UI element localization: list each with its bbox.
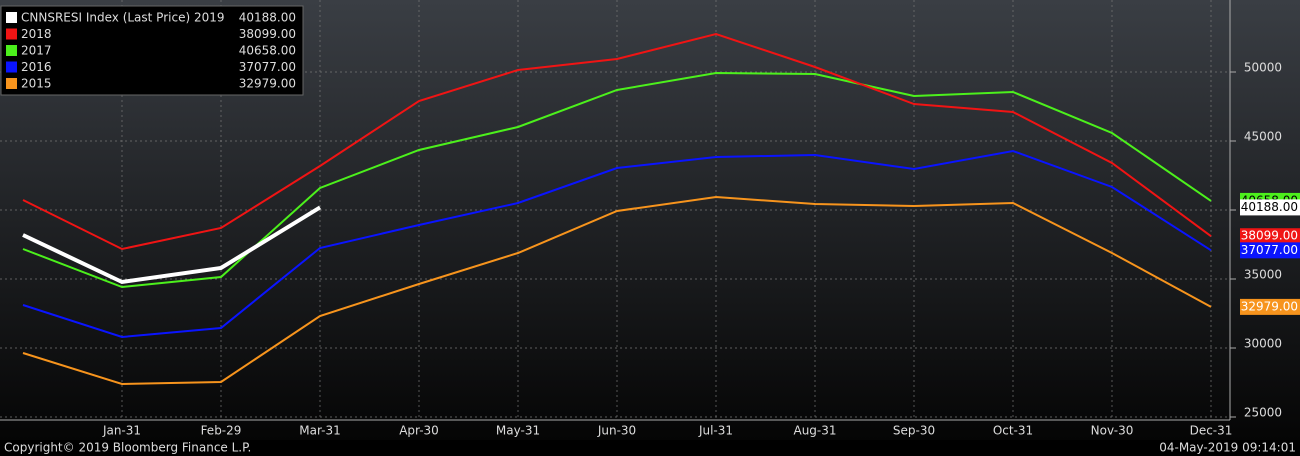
legend: CNNSRESI Index (Last Price) 2019 40188.00…	[0, 5, 304, 96]
value-tag	[1240, 228, 1300, 245]
legend-value: 37077.00	[239, 60, 296, 74]
y-tick-label: 25000	[1244, 406, 1282, 420]
series-line	[22, 32, 1212, 251]
x-tick-label: Apr-30	[399, 424, 439, 438]
legend-label: 2018	[21, 27, 52, 41]
value-tag-label: 37077.00	[1241, 243, 1298, 257]
x-tick-label: Jan-31	[102, 424, 141, 438]
footer-right: 04-May-2019 09:14:01	[1159, 441, 1296, 455]
y-tick-label: 30000	[1244, 337, 1282, 351]
series-line	[22, 205, 322, 285]
legend-swatch	[6, 28, 17, 40]
x-tick-label: Aug-31	[793, 424, 836, 438]
value-tag	[1240, 199, 1300, 216]
legend-value: 40188.00	[239, 11, 296, 25]
value-tag-label: 38099.00	[1241, 229, 1298, 243]
legend-value: 40658.00	[239, 44, 296, 58]
value-tag-label: 40188.00	[1241, 200, 1298, 214]
x-tick-label: Jul-31	[698, 424, 733, 438]
x-tick-label: Oct-31	[993, 424, 1033, 438]
legend-label: 2017	[21, 44, 52, 58]
series-line	[22, 71, 1212, 289]
x-tick-label: Dec-31	[1190, 424, 1233, 438]
y-tick-label: 45000	[1244, 130, 1282, 144]
legend-swatch	[6, 61, 17, 73]
x-tick-label: Feb-29	[201, 424, 242, 438]
x-tick-label: Sep-30	[893, 424, 935, 438]
legend-label: 2015	[21, 77, 52, 91]
legend-label: CNNSRESI Index (Last Price) 2019	[21, 11, 225, 25]
legend-label: 2016	[21, 60, 52, 74]
legend-swatch	[6, 12, 17, 23]
x-tick-label: Jun-30	[597, 424, 636, 438]
value-tag	[1240, 242, 1300, 259]
x-tick-label: Nov-30	[1091, 424, 1134, 438]
legend-value: 38099.00	[239, 27, 296, 41]
legend-value: 32979.00	[239, 77, 296, 91]
series-line	[22, 195, 1212, 386]
legend-swatch	[6, 45, 17, 56]
footer-left: Copyright© 2019 Bloomberg Finance L.P.	[4, 441, 251, 455]
series-line	[22, 149, 1212, 339]
x-tick-label: Mar-31	[299, 424, 340, 438]
y-tick-label: 50000	[1244, 61, 1282, 75]
legend-swatch	[6, 78, 17, 89]
value-tag	[1240, 298, 1300, 315]
legend-box	[0, 5, 304, 96]
y-tick-label: 35000	[1244, 268, 1282, 282]
value-tag-label: 32979.00	[1241, 299, 1298, 313]
x-tick-label: May-31	[496, 424, 540, 438]
